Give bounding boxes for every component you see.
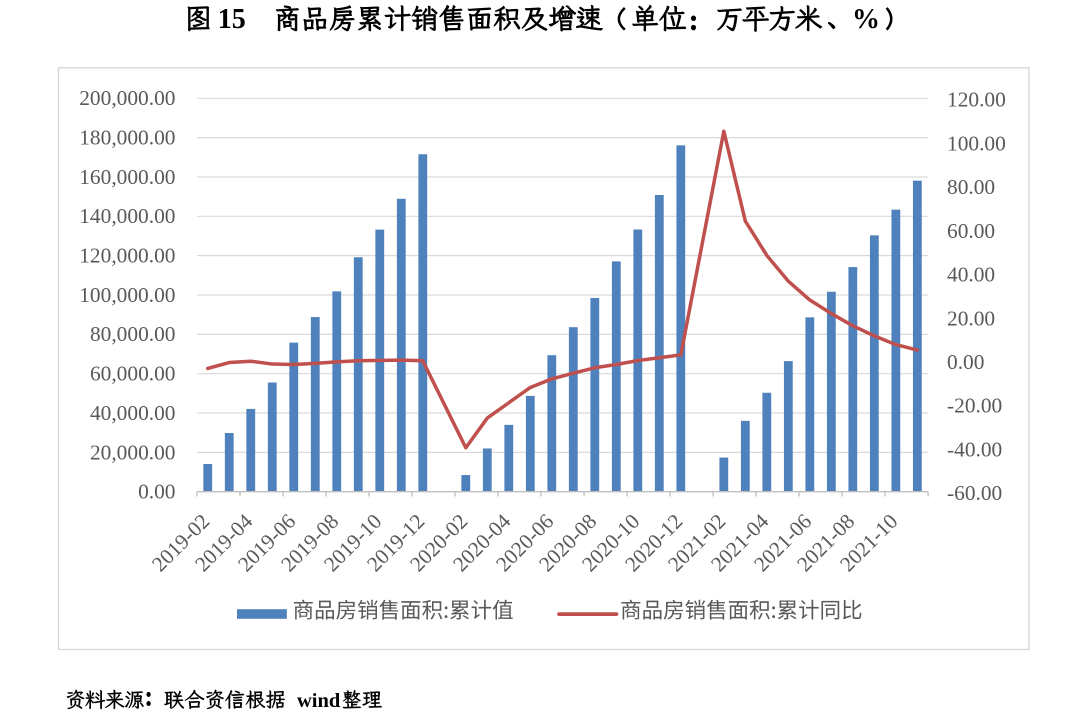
svg-text:-60.00: -60.00 bbox=[947, 481, 1002, 505]
svg-text:80.00: 80.00 bbox=[947, 175, 995, 199]
svg-text:%: % bbox=[852, 4, 880, 35]
svg-text:120.00: 120.00 bbox=[947, 88, 1006, 112]
svg-text:0.00: 0.00 bbox=[138, 480, 175, 504]
svg-text:100.00: 100.00 bbox=[947, 131, 1006, 155]
svg-text:100,000.00: 100,000.00 bbox=[79, 283, 175, 307]
svg-text:-40.00: -40.00 bbox=[947, 437, 1002, 461]
svg-text:140,000.00: 140,000.00 bbox=[79, 204, 175, 228]
svg-text:200,000.00: 200,000.00 bbox=[79, 86, 175, 110]
svg-text:-20.00: -20.00 bbox=[947, 394, 1002, 418]
svg-text:15: 15 bbox=[218, 4, 246, 35]
svg-text:60,000.00: 60,000.00 bbox=[90, 362, 176, 386]
svg-text:120,000.00: 120,000.00 bbox=[79, 244, 175, 268]
svg-text:160,000.00: 160,000.00 bbox=[79, 165, 175, 189]
svg-text:20.00: 20.00 bbox=[947, 306, 995, 330]
svg-text:80,000.00: 80,000.00 bbox=[90, 322, 176, 346]
svg-text:180,000.00: 180,000.00 bbox=[79, 126, 175, 150]
svg-text:60.00: 60.00 bbox=[947, 219, 995, 243]
svg-text:40,000.00: 40,000.00 bbox=[90, 401, 176, 425]
svg-text:20,000.00: 20,000.00 bbox=[90, 440, 176, 464]
svg-text:wind: wind bbox=[297, 690, 341, 712]
svg-text:0.00: 0.00 bbox=[947, 350, 984, 374]
svg-text:40.00: 40.00 bbox=[947, 263, 995, 287]
